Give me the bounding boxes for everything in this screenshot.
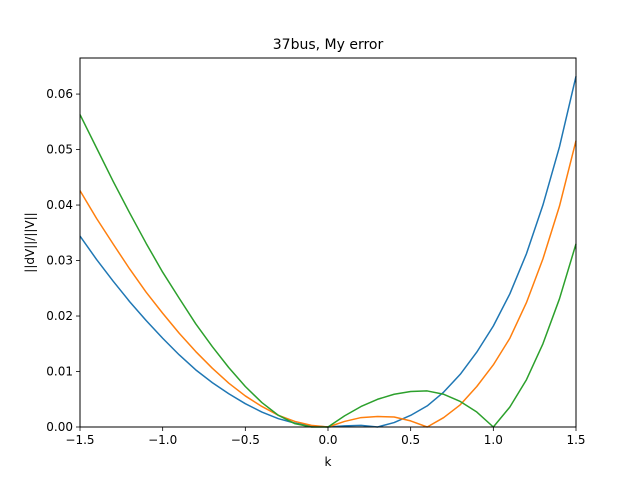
y-tick-label: 0.00 (46, 420, 73, 434)
y-axis-ticks: 0.00 0.01 0.02 0.03 0.04 0.05 0.06 (46, 87, 80, 434)
x-tick-label: 1.5 (566, 433, 585, 447)
x-tick-label: −1.5 (65, 433, 94, 447)
y-axis-label: ||dV||/||V|| (23, 212, 37, 272)
plot-frame (79, 57, 577, 428)
x-tick-label: 1.0 (484, 433, 503, 447)
x-axis-ticks: −1.5 −1.0 −0.5 0.0 0.5 1.0 1.5 (65, 427, 586, 447)
y-tick-label: 0.06 (46, 87, 73, 101)
y-tick-label: 0.04 (46, 198, 73, 212)
x-tick-label: −0.5 (231, 433, 260, 447)
x-tick-label: 0.0 (318, 433, 337, 447)
y-tick-label: 0.03 (46, 254, 73, 268)
y-tick-label: 0.05 (46, 143, 73, 157)
x-tick-label: −1.0 (148, 433, 177, 447)
chart-title: 37bus, My error (273, 37, 384, 53)
y-tick-label: 0.02 (46, 309, 73, 323)
y-tick-label: 0.01 (46, 365, 73, 379)
x-axis-label: k (325, 455, 332, 469)
x-tick-label: 0.5 (401, 433, 420, 447)
